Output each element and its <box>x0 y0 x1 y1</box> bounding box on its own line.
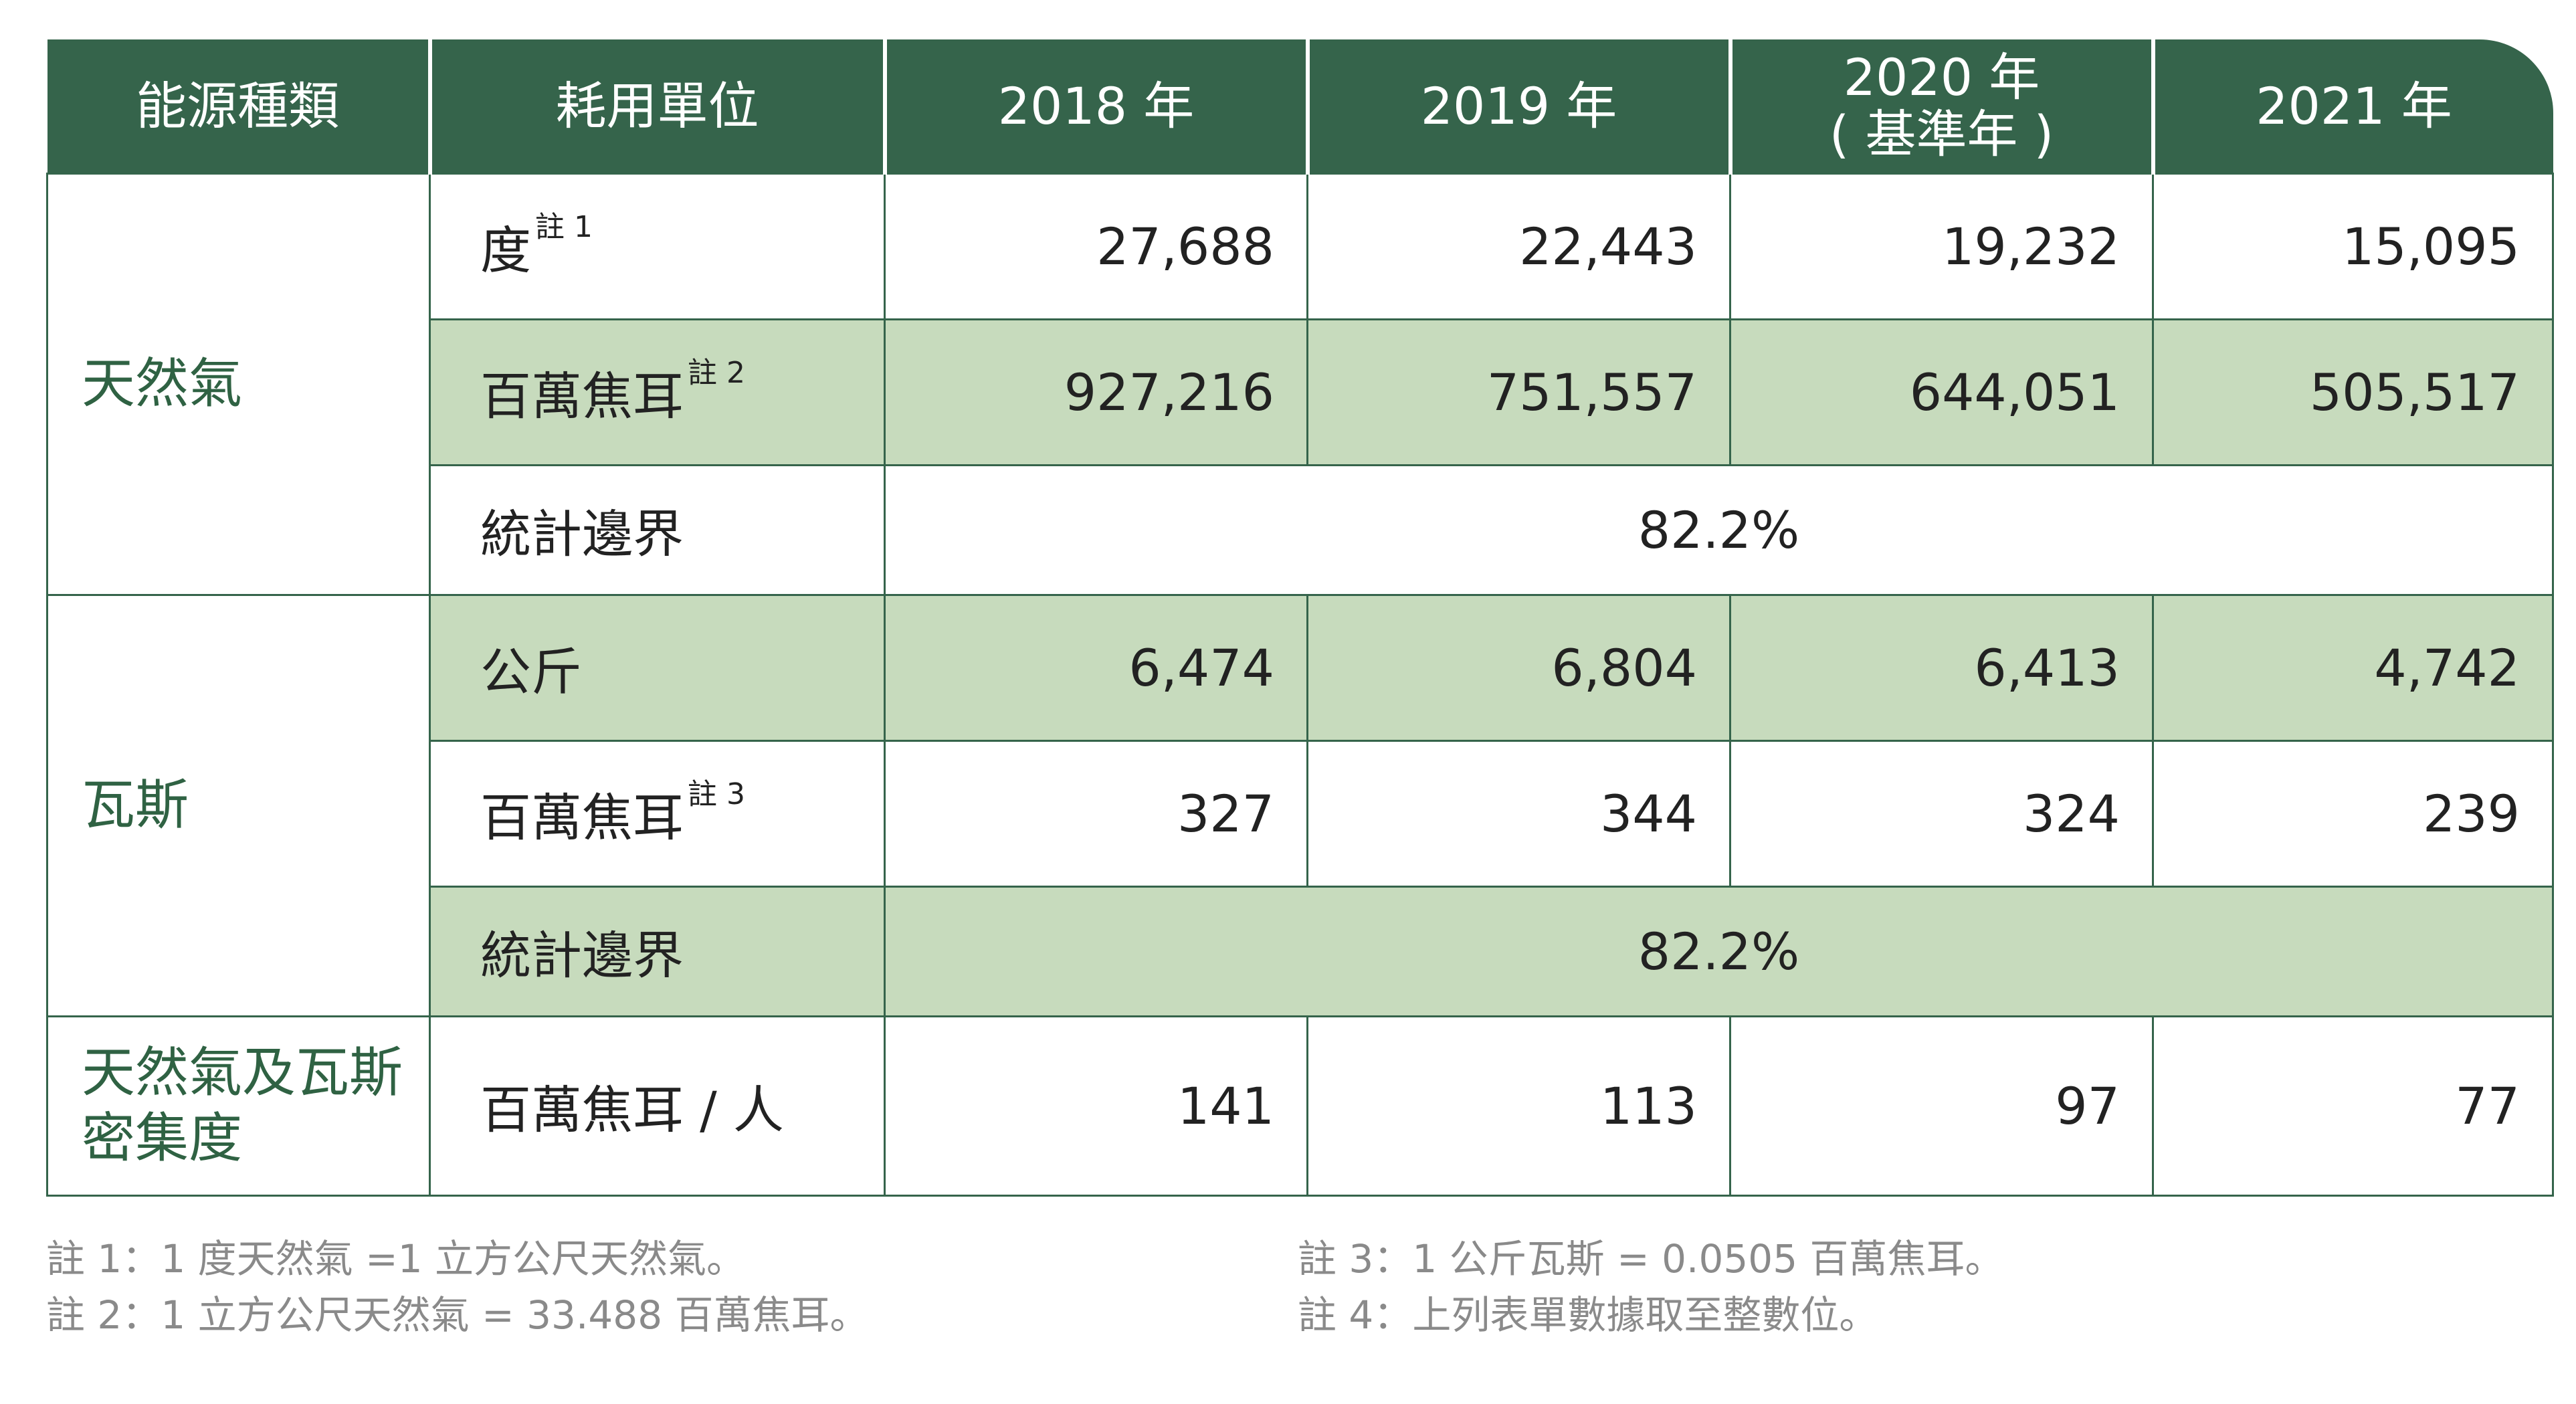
energy-consumption-table: 能源種類 耗用單位 2018 年 2019 年 2020 年 ( 基準年 ) 2… <box>46 39 2554 1197</box>
unit-label: 統計邊界 <box>429 885 886 1017</box>
value-cell: 751,557 <box>1306 318 1731 466</box>
header-energy-type: 能源種類 <box>47 39 430 173</box>
value-cell: 6,804 <box>1306 593 1731 742</box>
value-cell: 77 <box>2152 1015 2554 1197</box>
table-row: 百萬焦耳註 3 327 344 324 239 <box>47 739 2554 888</box>
value-cell: 19,232 <box>1729 172 2154 320</box>
energy-table-container: 能源種類 耗用單位 2018 年 2019 年 2020 年 ( 基準年 ) 2… <box>46 39 2554 1197</box>
value-cell: 327 <box>884 739 1308 888</box>
value-cell: 141 <box>884 1015 1308 1197</box>
value-cell: 644,051 <box>1729 318 2154 466</box>
unit-cell: 百萬焦耳註 3 <box>429 739 886 888</box>
scope-value: 82.2% <box>884 885 2554 1017</box>
category-intensity: 天然氣及瓦斯 密集度 <box>46 1015 431 1197</box>
value-cell: 6,474 <box>884 593 1308 742</box>
value-cell: 113 <box>1306 1015 1731 1197</box>
header-unit: 耗用單位 <box>427 39 885 173</box>
value-cell: 324 <box>1729 739 2154 888</box>
table-row: 百萬焦耳註 2 927,216 751,557 644,051 505,517 <box>47 318 2554 466</box>
footnote-4: 註 4：上列表單數據取至整數位。 <box>1298 1292 1878 1338</box>
footnote-2: 註 2：1 立方公尺天然氣 = 33.488 百萬焦耳。 <box>46 1292 869 1338</box>
header-2020: 2020 年 ( 基準年 ) <box>1728 39 2153 173</box>
value-cell: 97 <box>1729 1015 2154 1197</box>
category-intensity-line1: 天然氣及瓦斯 <box>82 1041 403 1104</box>
unit-label: 統計邊界 <box>429 464 886 596</box>
unit-label: 度 <box>480 221 531 280</box>
value-cell: 239 <box>2152 739 2554 888</box>
table-row: 天然氣及瓦斯 密集度 百萬焦耳 / 人 141 113 97 77 <box>46 1015 2554 1197</box>
footnote-marker: 註 2 <box>688 356 745 390</box>
unit-label: 公斤 <box>429 593 886 742</box>
table-row: 統計邊界 82.2% <box>47 464 2554 596</box>
header-2018: 2018 年 <box>882 39 1308 173</box>
value-cell: 927,216 <box>884 318 1308 466</box>
value-cell: 505,517 <box>2152 318 2554 466</box>
footnotes-left: 註 1：1 度天然氣 =1 立方公尺天然氣。 註 2：1 立方公尺天然氣 = 3… <box>46 1231 869 1343</box>
header-2019: 2019 年 <box>1305 39 1730 173</box>
footnote-marker: 註 1 <box>535 210 593 244</box>
value-cell: 15,095 <box>2152 172 2554 320</box>
footnote-1: 註 1：1 度天然氣 =1 立方公尺天然氣。 <box>46 1236 746 1282</box>
header-2020-baseline: ( 基準年 ) <box>1829 104 2054 165</box>
table-header-row: 能源種類 耗用單位 2018 年 2019 年 2020 年 ( 基準年 ) 2… <box>47 39 2553 173</box>
footnotes-right: 註 3：1 公斤瓦斯 = 0.0505 百萬焦耳。 註 4：上列表單數據取至整數… <box>1298 1231 2004 1343</box>
value-cell: 4,742 <box>2152 593 2554 742</box>
table-row: 統計邊界 82.2% <box>47 885 2554 1017</box>
value-cell: 22,443 <box>1306 172 1731 320</box>
category-intensity-line2: 密集度 <box>82 1107 242 1169</box>
table-row: 天然氣 度註 1 27,688 22,443 19,232 15,095 <box>46 172 2554 596</box>
unit-label: 百萬焦耳 <box>480 788 684 847</box>
header-2021: 2021 年 <box>2151 39 2553 173</box>
value-cell: 344 <box>1306 739 1731 888</box>
unit-cell: 度註 1 <box>429 172 886 320</box>
unit-label: 百萬焦耳 <box>480 367 684 426</box>
category-natural-gas: 天然氣 <box>46 172 431 596</box>
footnote-3: 註 3：1 公斤瓦斯 = 0.0505 百萬焦耳。 <box>1298 1236 2004 1282</box>
unit-label: 百萬焦耳 / 人 <box>429 1015 886 1197</box>
unit-cell: 百萬焦耳註 2 <box>429 318 886 466</box>
header-2020-year: 2020 年 <box>1843 47 2040 108</box>
category-gas: 瓦斯 <box>46 593 431 1017</box>
footnote-marker: 註 3 <box>688 777 745 811</box>
value-cell: 6,413 <box>1729 593 2154 742</box>
table-row: 瓦斯 公斤 6,474 6,804 6,413 4,742 <box>46 593 2554 1017</box>
scope-value: 82.2% <box>884 464 2554 596</box>
value-cell: 27,688 <box>884 172 1308 320</box>
